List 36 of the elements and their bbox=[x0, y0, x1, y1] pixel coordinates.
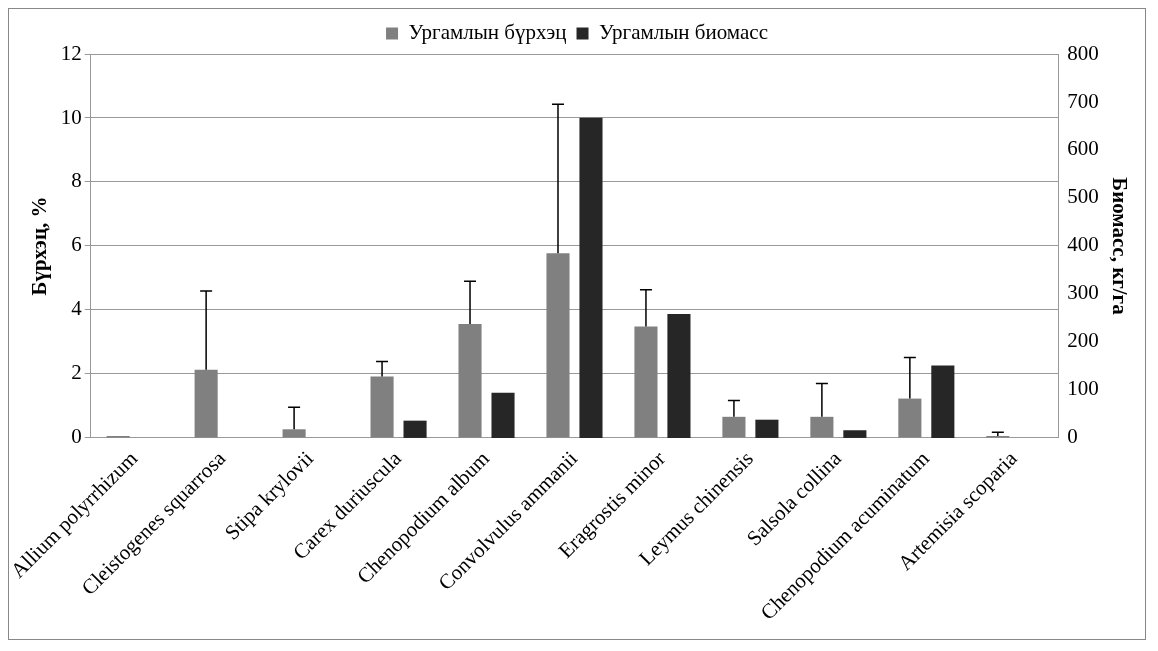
y2-tick-label: 400 bbox=[1067, 232, 1099, 257]
y-tick-label: 8 bbox=[71, 168, 82, 193]
y2-tick-label: 100 bbox=[1067, 376, 1099, 401]
bar bbox=[931, 365, 955, 438]
bar bbox=[546, 253, 570, 438]
bar bbox=[458, 324, 482, 438]
y2-tick-label: 0 bbox=[1067, 424, 1078, 449]
bar bbox=[370, 376, 394, 438]
y-tick-label: 12 bbox=[60, 40, 82, 65]
bar bbox=[282, 429, 306, 438]
bar bbox=[667, 314, 691, 438]
y2-tick-label: 700 bbox=[1067, 88, 1099, 113]
bar bbox=[634, 326, 658, 438]
bar bbox=[898, 398, 922, 438]
legend-label: Ургамлын бүрхэц bbox=[408, 20, 567, 45]
y-tick-label: 4 bbox=[71, 296, 83, 321]
y-axis-title: Бүрхэц, % bbox=[27, 196, 52, 296]
y2-tick-label: 600 bbox=[1067, 136, 1099, 161]
bar bbox=[403, 420, 427, 438]
y-tick-label: 10 bbox=[60, 104, 82, 129]
bar bbox=[722, 416, 746, 438]
bar bbox=[194, 369, 218, 438]
bar bbox=[843, 430, 867, 438]
y-tick-label: 2 bbox=[71, 360, 82, 385]
bar bbox=[491, 392, 515, 438]
bar bbox=[810, 416, 834, 438]
y2-tick-label: 200 bbox=[1067, 328, 1099, 353]
y2-tick-label: 300 bbox=[1067, 280, 1099, 305]
bar bbox=[579, 117, 603, 438]
bar bbox=[755, 419, 779, 438]
y-tick-label: 0 bbox=[71, 424, 82, 449]
y-tick-label: 6 bbox=[71, 232, 82, 257]
y2-tick-label: 800 bbox=[1067, 40, 1099, 65]
y2-axis-title: Биомасс, кг/га bbox=[1107, 177, 1132, 316]
y2-tick-label: 500 bbox=[1067, 184, 1099, 209]
legend-label: Ургамлын биомасс bbox=[599, 20, 768, 45]
